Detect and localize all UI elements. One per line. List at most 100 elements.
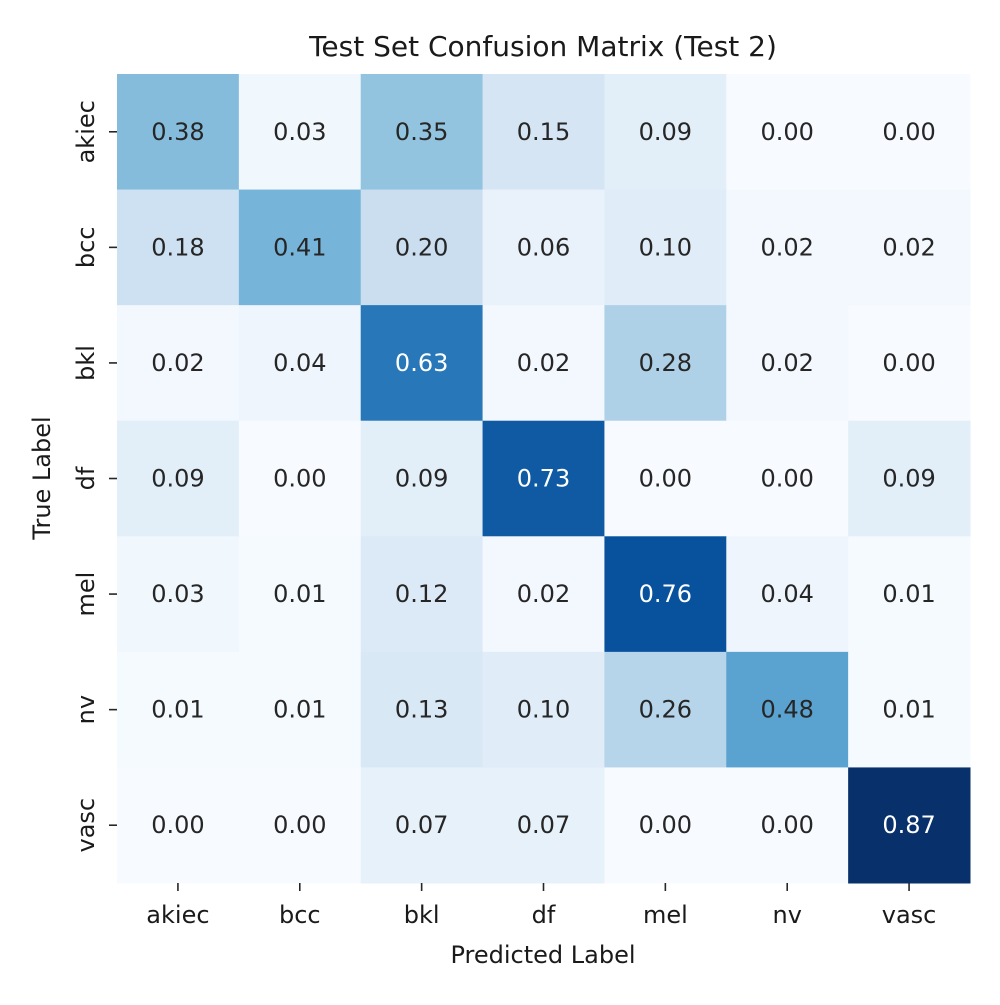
heatmap-cell-bkl-bkl	[360, 305, 484, 422]
y-axis: akiec bcc bkl df mel nv vasc	[72, 100, 117, 853]
cell-value-df-bcc: 0.00	[273, 465, 326, 493]
y-tick-label-nv: nv	[72, 695, 100, 724]
cell-value-nv-mel: 0.26	[639, 696, 692, 724]
heatmap-cell-nv-nv	[726, 651, 849, 768]
cell-value-nv-df: 0.10	[517, 696, 570, 724]
heatmap-cell-mel-mel	[604, 536, 727, 653]
cell-value-df-mel: 0.00	[639, 465, 692, 493]
heatmap-cell-vasc-vasc	[848, 767, 971, 884]
cell-value-akiec-akiec: 0.38	[151, 118, 204, 146]
heatmap-cell-akiec-bcc	[238, 74, 362, 191]
cell-value-bkl-df: 0.02	[517, 349, 570, 377]
heatmap-cell-akiec-akiec	[117, 74, 240, 191]
heatmap-cell-bkl-vasc	[848, 305, 971, 422]
heatmap-cell-bkl-akiec	[117, 305, 240, 422]
cell-value-vasc-bkl: 0.07	[395, 811, 448, 839]
cell-value-vasc-akiec: 0.00	[151, 811, 204, 839]
heatmap-cell-nv-vasc	[848, 651, 971, 768]
heatmap-cell-nv-bkl	[360, 651, 484, 768]
x-tick-label-vasc: vasc	[882, 901, 937, 929]
cell-value-bcc-vasc: 0.02	[882, 233, 935, 261]
cell-value-akiec-bkl: 0.35	[395, 118, 448, 146]
y-tick-label-bkl: bkl	[72, 345, 100, 381]
cell-value-vasc-bcc: 0.00	[273, 811, 326, 839]
cell-value-bcc-bkl: 0.20	[395, 233, 448, 261]
heatmap-cell-akiec-vasc	[848, 74, 971, 191]
heatmap-cell-bcc-nv	[726, 189, 849, 306]
cell-value-bkl-mel: 0.28	[639, 349, 692, 377]
heatmap-cell-vasc-bcc	[238, 767, 362, 884]
cell-value-nv-vasc: 0.01	[882, 696, 935, 724]
x-tick-label-df: df	[532, 901, 556, 929]
heatmap-cell-vasc-akiec	[117, 767, 240, 884]
cell-value-df-df: 0.73	[517, 465, 570, 493]
heatmap-cell-df-df	[482, 420, 605, 537]
heatmap-cell-akiec-nv	[726, 74, 849, 191]
cell-value-vasc-nv: 0.00	[760, 811, 813, 839]
heatmap-cell-df-akiec	[117, 420, 240, 537]
cell-value-bkl-bkl: 0.63	[395, 349, 448, 377]
heatmap-cell-df-bcc	[238, 420, 362, 537]
heatmap-cell-bcc-mel	[604, 189, 727, 306]
heatmap-cell-mel-akiec	[117, 536, 240, 653]
cell-value-vasc-df: 0.07	[517, 811, 570, 839]
cell-value-bcc-df: 0.06	[517, 233, 570, 261]
heatmap-cell-bkl-df	[482, 305, 605, 422]
cell-value-nv-bcc: 0.01	[273, 696, 326, 724]
heatmap-cell-akiec-bkl	[360, 74, 484, 191]
cell-value-vasc-mel: 0.00	[639, 811, 692, 839]
heatmap-cell-mel-bkl	[360, 536, 484, 653]
y-tick-label-vasc: vasc	[72, 798, 100, 853]
cell-value-mel-bcc: 0.01	[273, 580, 326, 608]
heatmap-cell-bkl-mel	[604, 305, 727, 422]
heatmap-cell-nv-df	[482, 651, 605, 768]
heatmap-cell-mel-bcc	[238, 536, 362, 653]
x-tick-label-bkl: bkl	[404, 901, 440, 929]
cell-value-mel-df: 0.02	[517, 580, 570, 608]
heatmap-cell-akiec-mel	[604, 74, 727, 191]
cell-value-bcc-akiec: 0.18	[151, 233, 204, 261]
cell-value-bkl-nv: 0.02	[760, 349, 813, 377]
cell-value-nv-akiec: 0.01	[151, 696, 204, 724]
y-axis-label: True Label	[28, 416, 56, 540]
cell-value-mel-akiec: 0.03	[151, 580, 204, 608]
x-axis: akiec bcc bkl df mel nv vasc	[146, 883, 936, 929]
cell-value-akiec-vasc: 0.00	[882, 118, 935, 146]
heatmap-cell-bcc-bkl	[360, 189, 484, 306]
cell-value-akiec-nv: 0.00	[760, 118, 813, 146]
heatmap-cell-vasc-nv	[726, 767, 849, 884]
cell-value-nv-nv: 0.48	[760, 696, 813, 724]
cell-value-mel-mel: 0.76	[639, 580, 692, 608]
heatmap-cell-mel-df	[482, 536, 605, 653]
heatmap-cell-akiec-df	[482, 74, 605, 191]
heatmap-cell-nv-bcc	[238, 651, 362, 768]
x-tick-label-nv: nv	[773, 901, 802, 929]
cell-value-mel-bkl: 0.12	[395, 580, 448, 608]
cell-value-mel-nv: 0.04	[760, 580, 813, 608]
heatmap-cell-vasc-bkl	[360, 767, 484, 884]
cell-value-bkl-vasc: 0.00	[882, 349, 935, 377]
cell-value-bcc-bcc: 0.41	[273, 233, 326, 261]
heatmap-cell-mel-nv	[726, 536, 849, 653]
cell-value-nv-bkl: 0.13	[395, 696, 448, 724]
heatmap-cells: 0.38 0.03 0.35 0.15 0.09 0.00 0.00 0.18 0.41 0.20…	[117, 74, 971, 884]
heatmap-cell-vasc-mel	[604, 767, 727, 884]
heatmap-cell-bkl-bcc	[238, 305, 362, 422]
x-tick-label-akiec: akiec	[146, 901, 209, 929]
cell-value-df-nv: 0.00	[760, 465, 813, 493]
heatmap-cell-df-vasc	[848, 420, 971, 537]
heatmap-cell-nv-akiec	[117, 651, 240, 768]
y-tick-label-bcc: bcc	[72, 227, 100, 269]
x-tick-label-mel: mel	[643, 901, 688, 929]
heatmap-cell-bcc-bcc	[238, 189, 362, 306]
heatmap-cell-bkl-nv	[726, 305, 849, 422]
cell-value-df-bkl: 0.09	[395, 465, 448, 493]
heatmap-cell-df-mel	[604, 420, 727, 537]
cell-value-mel-vasc: 0.01	[882, 580, 935, 608]
heatmap-cell-bcc-akiec	[117, 189, 240, 306]
heatmap-cell-bcc-vasc	[848, 189, 971, 306]
x-axis-label: Predicted Label	[450, 941, 635, 969]
cell-value-akiec-df: 0.15	[517, 118, 570, 146]
